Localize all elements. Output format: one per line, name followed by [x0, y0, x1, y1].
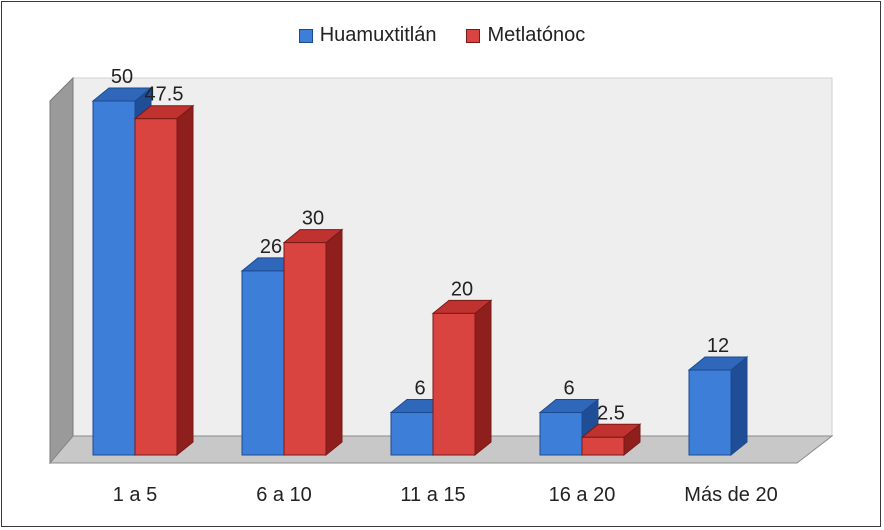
- bar-huamuxtitlan-mas-de-20: [687, 355, 749, 457]
- legend-item-huamuxtitlan: Huamuxtitlán: [298, 24, 437, 47]
- data-labels: 50 47.5 26 30 6 20 6 2.5 12: [111, 66, 729, 424]
- x-axis-ticks: 1 a 5 6 a 10 11 a 15 16 a 20 Más de 20: [113, 484, 778, 506]
- data-label-huamuxtitlan-1-a-5: 50: [111, 66, 133, 88]
- x-tick-11-a-15: 11 a 15: [400, 484, 465, 506]
- bars: [91, 86, 749, 457]
- data-label-metlatonoc-16-a-20: 2.5: [597, 402, 625, 424]
- side-wall: [49, 76, 74, 465]
- legend-label-metlatonoc: Metlatónoc: [487, 24, 586, 46]
- x-tick-mas-de-20: Más de 20: [684, 484, 777, 506]
- data-label-huamuxtitlan-11-a-15: 6: [414, 378, 425, 400]
- legend-item-metlatonoc: Metlatónoc: [466, 24, 585, 47]
- data-label-metlatonoc-1-a-5: 47.5: [145, 84, 184, 106]
- data-label-huamuxtitlan-mas-de-20: 12: [707, 335, 729, 357]
- legend-label-huamuxtitlan: Huamuxtitlán: [319, 24, 437, 46]
- data-label-huamuxtitlan-6-a-10: 26: [260, 236, 282, 258]
- bar-metlatonoc-1-a-5: [133, 104, 195, 457]
- bar-metlatonoc-6-a-10: [282, 228, 344, 457]
- x-tick-6-a-10: 6 a 10: [256, 484, 312, 506]
- x-tick-16-a-20: 16 a 20: [549, 484, 616, 506]
- legend-swatch-huamuxtitlan: [298, 28, 313, 43]
- legend: Huamuxtitlán Metlatónoc: [0, 24, 884, 47]
- data-label-huamuxtitlan-16-a-20: 6: [563, 378, 574, 400]
- legend-swatch-metlatonoc: [466, 28, 481, 43]
- data-label-metlatonoc-11-a-15: 20: [451, 278, 473, 300]
- bar-metlatonoc-11-a-15: [431, 299, 493, 457]
- x-tick-1-a-5: 1 a 5: [113, 484, 157, 506]
- bar-metlatonoc-16-a-20: [580, 423, 642, 457]
- data-label-metlatonoc-6-a-10: 30: [302, 208, 324, 230]
